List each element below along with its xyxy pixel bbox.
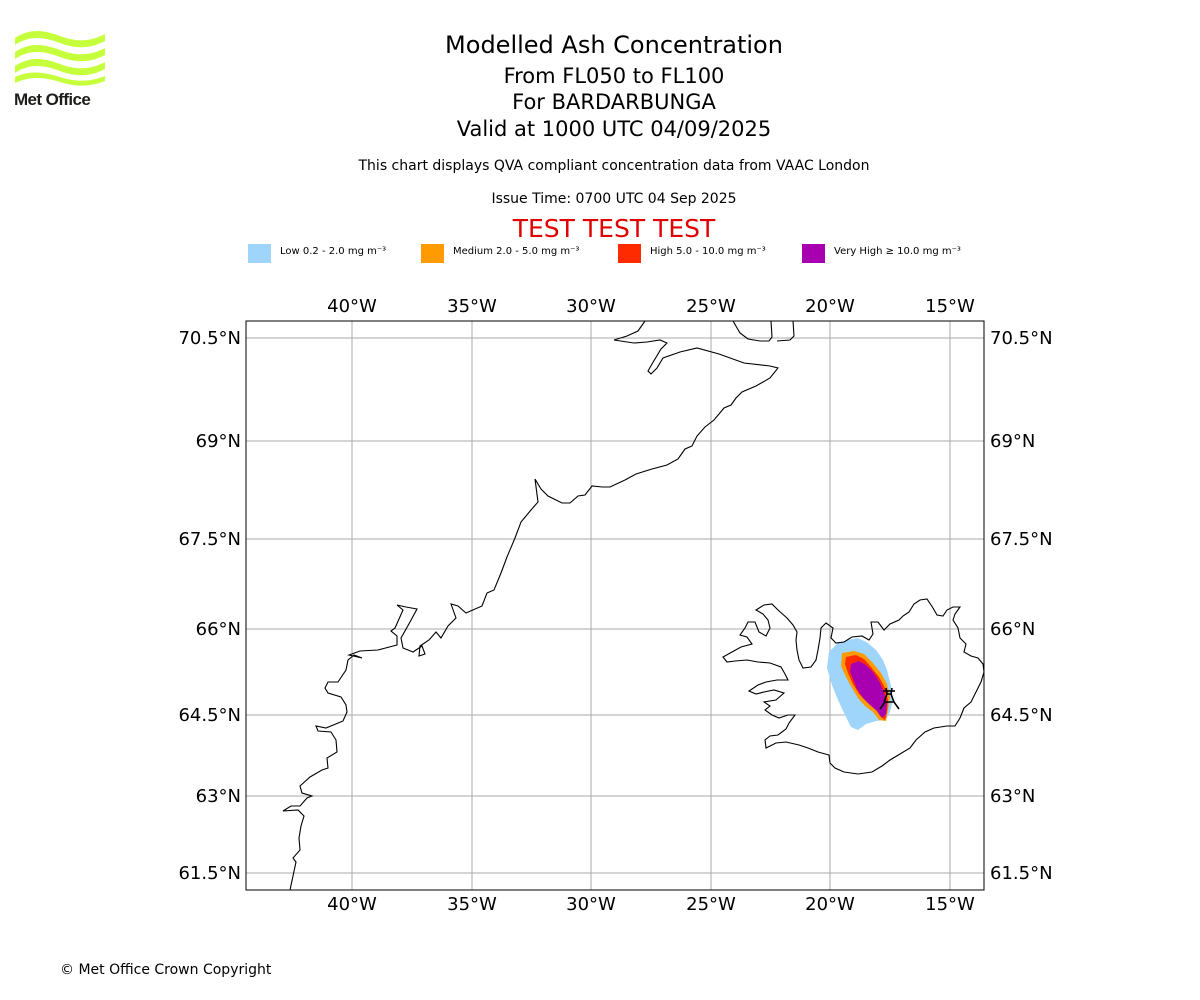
ash-very-high-contour bbox=[850, 661, 887, 718]
test-banner: TEST TEST TEST bbox=[512, 214, 716, 243]
map-border bbox=[245, 320, 985, 891]
longitude-labels-top: 40°W 35°W 30°W 25°W 20°W 15°W bbox=[327, 296, 975, 317]
lat-label-left-70-5n: 70.5°N bbox=[178, 328, 241, 349]
met-office-logo: Met Office bbox=[14, 30, 110, 112]
iceland-coastline bbox=[722, 598, 984, 775]
lat-label-right-66n: 66°N bbox=[990, 619, 1035, 640]
lon-label-top-40w: 40°W bbox=[327, 296, 377, 317]
lat-label-left-64-5n: 64.5°N bbox=[178, 705, 241, 726]
latitude-labels-left: 70.5°N 69°N 67.5°N 66°N 64.5°N 63°N 61.5… bbox=[178, 328, 241, 884]
graticule bbox=[246, 321, 984, 890]
logo-text: Met Office bbox=[14, 90, 91, 109]
lon-label-bottom-15w: 15°W bbox=[925, 894, 975, 915]
map-frame bbox=[246, 321, 984, 890]
lat-label-right-69n: 69°N bbox=[990, 431, 1035, 452]
lat-label-right-64-5n: 64.5°N bbox=[990, 705, 1053, 726]
legend-swatch-very-high bbox=[802, 244, 825, 263]
greenland-coastline bbox=[282, 321, 779, 890]
lat-label-left-66n: 66°N bbox=[196, 619, 241, 640]
lon-label-top-20w: 20°W bbox=[805, 296, 855, 317]
latitude-labels-right: 70.5°N 69°N 67.5°N 66°N 64.5°N 63°N 61.5… bbox=[990, 328, 1053, 884]
lon-label-top-15w: 15°W bbox=[925, 296, 975, 317]
flight-level-range: From FL050 to FL100 bbox=[503, 64, 725, 88]
lat-label-left-63n: 63°N bbox=[196, 786, 241, 807]
legend-label-high: High 5.0 - 10.0 mg m⁻³ bbox=[650, 246, 766, 257]
lat-label-right-70-5n: 70.5°N bbox=[990, 328, 1053, 349]
longitude-labels-bottom: 40°W 35°W 30°W 25°W 20°W 15°W bbox=[327, 894, 975, 915]
lon-label-top-30w: 30°W bbox=[566, 296, 616, 317]
legend-swatch-low bbox=[248, 244, 271, 263]
issue-time: Issue Time: 0700 UTC 04 Sep 2025 bbox=[491, 191, 737, 207]
lon-label-top-25w: 25°W bbox=[686, 296, 736, 317]
lon-label-bottom-25w: 25°W bbox=[686, 894, 736, 915]
lon-label-bottom-35w: 35°W bbox=[447, 894, 497, 915]
volcano-name: For BARDARBUNGA bbox=[512, 90, 716, 114]
legend-label-low: Low 0.2 - 2.0 mg m⁻³ bbox=[280, 246, 387, 257]
lat-label-left-69n: 69°N bbox=[196, 431, 241, 452]
lon-label-bottom-40w: 40°W bbox=[327, 894, 377, 915]
lon-label-top-35w: 35°W bbox=[447, 296, 497, 317]
lat-label-left-67-5n: 67.5°N bbox=[178, 529, 241, 550]
valid-time: Valid at 1000 UTC 04/09/2025 bbox=[456, 117, 772, 141]
greenland-northern-coast bbox=[732, 321, 795, 342]
legend-label-very-high: Very High ≥ 10.0 mg m⁻³ bbox=[834, 246, 961, 257]
copyright-notice: © Met Office Crown Copyright bbox=[60, 962, 272, 978]
lat-label-right-63n: 63°N bbox=[990, 786, 1035, 807]
lon-label-bottom-20w: 20°W bbox=[805, 894, 855, 915]
met-office-waves-icon bbox=[15, 31, 105, 86]
volcano-icon bbox=[879, 687, 900, 710]
lat-label-left-61-5n: 61.5°N bbox=[178, 863, 241, 884]
legend-label-medium: Medium 2.0 - 5.0 mg m⁻³ bbox=[453, 246, 580, 257]
legend-swatch-medium bbox=[421, 244, 444, 263]
lon-label-bottom-30w: 30°W bbox=[566, 894, 616, 915]
chart-title: Modelled Ash Concentration bbox=[445, 31, 783, 59]
lat-label-right-67-5n: 67.5°N bbox=[990, 529, 1053, 550]
chart-description: This chart displays QVA compliant concen… bbox=[358, 158, 870, 174]
lat-label-right-61-5n: 61.5°N bbox=[990, 863, 1053, 884]
ash-plume bbox=[827, 638, 893, 730]
legend-swatch-high bbox=[618, 244, 641, 263]
